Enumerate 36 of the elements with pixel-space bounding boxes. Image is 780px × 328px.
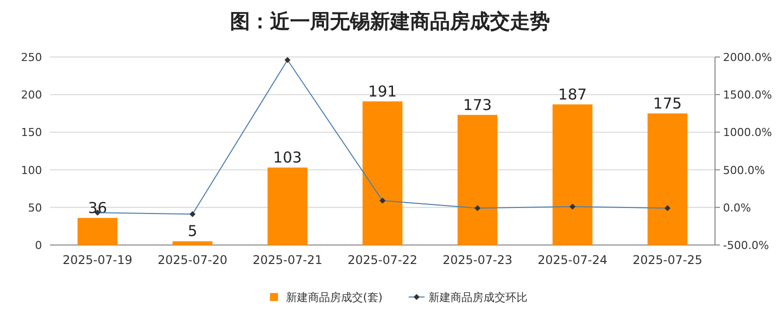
data-label: 175 <box>653 94 682 112</box>
y2-tick-label: 2000.0% <box>723 51 772 64</box>
legend-label: 新建商品房成交环比 <box>428 291 528 304</box>
legend-label: 新建商品房成交(套) <box>286 291 383 304</box>
y-tick-label: 100 <box>21 164 42 177</box>
bar <box>552 104 592 245</box>
bar <box>78 218 118 245</box>
x-tick-label: 2025-07-22 <box>348 253 418 267</box>
y-tick-label: 150 <box>21 126 42 140</box>
data-label: 103 <box>273 148 302 167</box>
x-tick-label: 2025-07-24 <box>538 253 608 267</box>
y-tick-label: 250 <box>21 51 42 64</box>
data-label: 5 <box>188 222 198 240</box>
x-tick-label: 2025-07-21 <box>252 253 322 267</box>
bar <box>172 241 212 245</box>
y-tick-label: 50 <box>28 201 42 214</box>
y2-tick-label: -500.0% <box>723 239 769 252</box>
bar <box>268 168 308 245</box>
data-label: 36 <box>88 198 108 217</box>
chart-title: 图：近一周无锡新建商品房成交走势 <box>230 9 550 33</box>
bar <box>648 113 688 245</box>
x-tick-label: 2025-07-23 <box>442 253 512 267</box>
x-tick-label: 2025-07-19 <box>62 253 132 267</box>
y2-tick-label: 1000.0% <box>723 126 772 140</box>
bar <box>362 101 402 245</box>
y2-tick-label: 1500.0% <box>723 88 772 102</box>
y2-tick-label: 0.0% <box>723 201 751 214</box>
data-label: 173 <box>463 96 492 114</box>
y-tick-label: 0 <box>35 239 42 252</box>
y2-tick-label: 500.0% <box>723 164 765 177</box>
x-tick-label: 2025-07-25 <box>632 253 702 267</box>
x-tick-label: 2025-07-20 <box>158 253 228 267</box>
y-tick-label: 200 <box>21 88 42 102</box>
data-label: 187 <box>558 85 587 104</box>
bar <box>458 114 498 245</box>
data-label: 191 <box>368 82 397 100</box>
